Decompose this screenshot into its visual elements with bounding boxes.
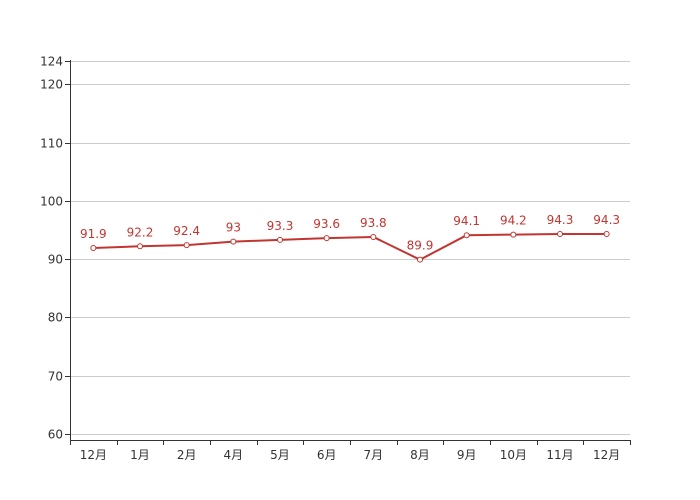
y-tick-label: 80 [48,311,63,325]
x-tick-label: 10月 [500,448,527,462]
data-point [90,245,97,252]
x-tick-label: 5月 [270,448,290,462]
x-tick-label: 1月 [130,448,150,462]
series-line [93,233,607,261]
data-label: 91.9 [80,227,107,241]
data-label: 93.6 [313,217,340,231]
data-label: 93 [226,221,241,235]
data-label: 89.9 [407,239,434,253]
data-point [370,233,377,240]
data-label: 93.8 [360,216,387,230]
data-point [137,243,143,250]
series [90,231,610,263]
x-axis-ticks: 12月 1月 2月 4月 5月 6月 7月 8月 9月 10月 11月 12月 [70,440,631,462]
data-label: 94.3 [547,213,574,227]
x-tick-label: 6月 [317,448,337,462]
y-tick-label: 70 [48,370,63,384]
y-tick-label: 124 [40,55,63,69]
data-point [230,238,237,245]
x-tick-label: 12月 [80,448,107,462]
x-tick-label: 9月 [457,448,477,462]
data-label: 94.2 [500,214,527,228]
x-tick-label: 7月 [364,448,384,462]
data-point [557,231,563,238]
data-point [323,235,330,242]
data-point [510,231,517,238]
data-label: 92.4 [173,224,200,238]
data-label: 94.1 [453,214,480,228]
y-tick-label: 60 [48,428,63,442]
data-point [603,231,610,238]
x-tick-label: 8月 [410,448,430,462]
y-axis-ticks: 60 70 80 90 100 110 120 124 [40,55,70,442]
gridlines [70,61,630,435]
axes [70,60,630,441]
data-point [183,242,190,249]
x-tick-label: 12月 [593,448,620,462]
y-tick-label: 90 [48,253,63,267]
data-labels: 91.9 92.2 92.4 93 93.3 93.6 93.8 89.9 94.1 94.2 94… [80,213,620,253]
data-point [277,236,283,243]
x-tick-label: 2月 [177,448,197,462]
data-label: 94.3 [593,213,620,227]
x-tick-label: 4月 [224,448,244,462]
x-tick-label: 11月 [546,448,573,462]
data-point [463,232,470,239]
y-tick-label: 100 [40,195,63,209]
y-tick-label: 110 [40,137,63,151]
data-label: 93.3 [267,219,294,233]
data-point [417,256,423,263]
y-tick-label: 120 [40,78,63,92]
data-label: 92.2 [127,225,154,239]
